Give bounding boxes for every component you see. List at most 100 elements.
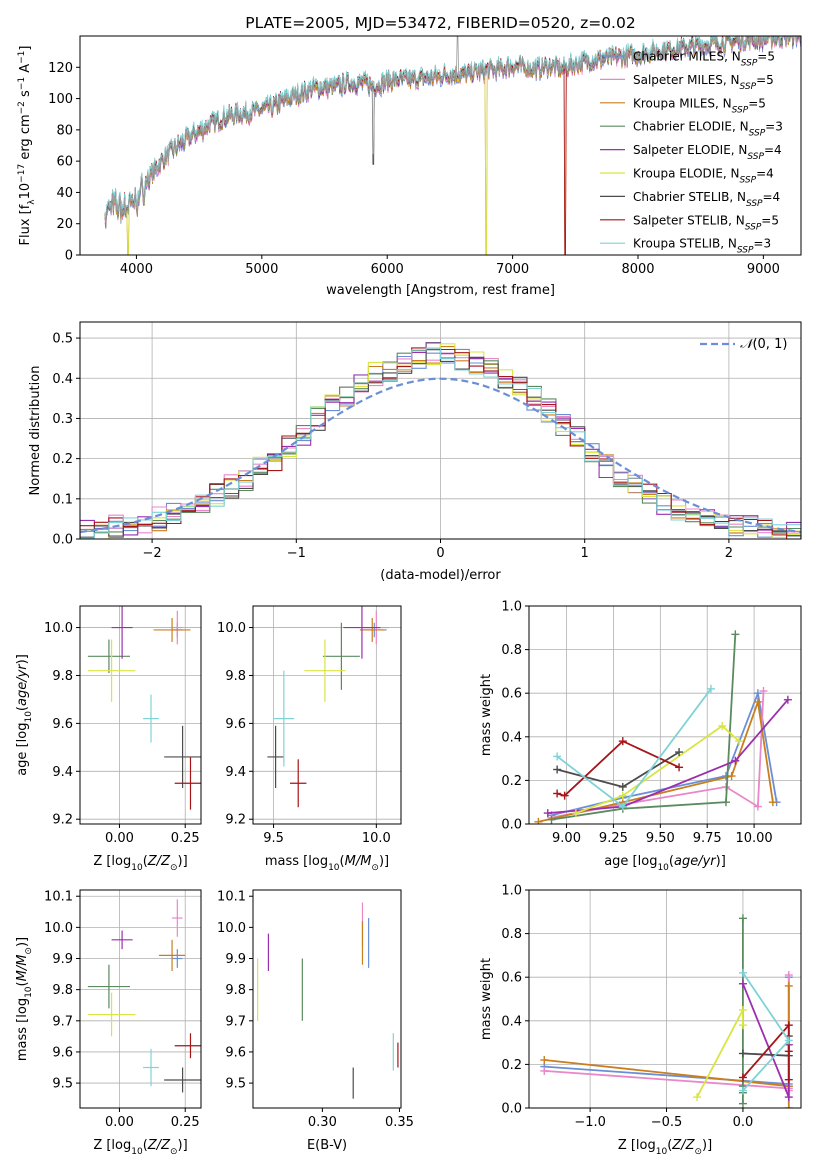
legend-entry: Chabrier MILES, NSSP=5	[633, 50, 775, 69]
y-axis-label: age [log10(age/yr)]	[15, 654, 34, 776]
x-tick-label: 10.00	[735, 831, 772, 846]
legend-entry: Salpeter STELIB, NSSP=5	[633, 213, 779, 232]
y-tick-label: 0.6	[501, 971, 522, 986]
legend: 𝒩(0, 1)	[700, 337, 787, 352]
axes-frame	[79, 889, 202, 1109]
x-tick-label: 0.0	[733, 1115, 754, 1130]
y-axis-label: mass weight	[479, 674, 494, 756]
y-tick-label: 60	[56, 155, 73, 170]
x-tick-label: 10.0	[362, 831, 391, 846]
y-axis-label: mass weight	[479, 958, 494, 1040]
weight-line	[742, 983, 790, 1098]
weight-line	[742, 1022, 790, 1080]
weight-line	[556, 688, 712, 808]
y-tick-label: 120	[48, 61, 73, 76]
y-tick-label: 9.4	[52, 765, 73, 780]
x-tick-label: 0.30	[308, 1115, 337, 1130]
y-tick-label: 10.1	[44, 890, 73, 905]
x-tick-label: 9.5	[263, 831, 284, 846]
x-tick-label: 9000	[747, 262, 780, 277]
x-axis-label: mass [log10(M/M⊙)]	[265, 854, 389, 873]
weight-line	[556, 740, 680, 797]
y-tick-label: 9.6	[225, 717, 246, 732]
x-tick-label: 9.00	[552, 831, 581, 846]
plot-area-spectrum	[104, 36, 801, 255]
y-tick-label: 9.6	[52, 717, 73, 732]
x-tick-label: 5000	[245, 262, 278, 277]
y-tick-label: 10.0	[44, 621, 73, 636]
y-tick-label: 9.9	[225, 952, 246, 967]
axes-frame	[79, 605, 202, 825]
x-tick-label: 0.00	[105, 831, 134, 846]
x-axis-label: Z [log10(Z/Z⊙)]	[93, 854, 187, 873]
x-tick-label: 2	[725, 546, 733, 561]
x-tick-label: 0.25	[171, 1115, 200, 1130]
axes-spectrum: 4000 5000 6000 7000 8000 9000 0 20 40 60 80 100 120 P…	[17, 14, 802, 298]
y-tick-label: 0.2	[501, 774, 522, 789]
y-tick-label: 40	[56, 186, 73, 201]
y-tick-label: 10.0	[217, 621, 246, 636]
y-tick-label: 0.6	[501, 687, 522, 702]
x-tick-label: 0.00	[105, 1115, 134, 1130]
weight-line	[551, 634, 737, 821]
x-axis-label: age [log10(age/yr)]	[604, 854, 726, 873]
x-tick-label: 9.50	[646, 831, 675, 846]
x-tick-label: 7000	[496, 262, 529, 277]
y-tick-label: 9.9	[52, 952, 73, 967]
x-tick-label: −0.5	[651, 1115, 683, 1130]
plot-area-z-age	[80, 606, 201, 824]
y-tick-label: 100	[48, 92, 73, 107]
axes-mass-age: 9.5 10.0 9.2 9.4 9.6 9.8 10.0 mass [log10(M/M⊙)…	[217, 605, 402, 873]
axes-frame	[79, 35, 802, 256]
legend-entry: Kroupa MILES, NSSP=5	[633, 96, 766, 115]
y-tick-label: 0.0	[52, 533, 73, 548]
axes-residuals: −2 −1 0 1 2 0.0 0.1 0.2 0.3 0.4 0.5 (data-model)/er…	[28, 321, 802, 583]
legend-entry: Chabrier STELIB, NSSP=4	[633, 190, 780, 209]
y-tick-label: 0.4	[501, 730, 522, 745]
y-tick-label: 0.8	[501, 643, 522, 658]
spectrum-line	[104, 36, 801, 221]
y-tick-label: 80	[56, 123, 73, 138]
y-tick-label: 0.4	[52, 372, 73, 387]
axes-z-weight: −1.0 −0.5 0.0 0.0 0.2 0.4 0.6 0.8 1.0 Z [log10(Z/…	[479, 884, 802, 1157]
y-tick-label: 9.5	[52, 1077, 73, 1092]
axes-frame	[252, 605, 402, 825]
y-tick-label: 9.2	[52, 813, 73, 828]
x-tick-label: −1.0	[574, 1115, 606, 1130]
histogram-series	[80, 347, 801, 539]
legend: Chabrier MILES, NSSP=5 Salpeter MILES, NS…	[600, 50, 783, 256]
x-axis-label: Z [log10(Z/Z⊙)]	[93, 1138, 187, 1157]
x-tick-label: 9.75	[693, 831, 722, 846]
weight-line	[575, 724, 740, 814]
plot-area-z-mass	[80, 890, 201, 1108]
plot-area-mass-age	[253, 606, 401, 824]
y-tick-label: 1.0	[501, 600, 522, 615]
y-tick-label: 0.8	[501, 927, 522, 942]
y-tick-label: 0.0	[501, 818, 522, 833]
x-axis-label: E(B-V)	[307, 1138, 347, 1153]
axes-z-mass: 0.00 0.25 9.5 9.6 9.7 9.8 9.9 10.0 10.1 Z [log10(…	[15, 889, 202, 1157]
legend-entry: Kroupa STELIB, NSSP=3	[633, 237, 771, 256]
y-tick-label: 0.0	[501, 1102, 522, 1117]
y-tick-label: 9.5	[225, 1077, 246, 1092]
y-tick-label: 9.8	[52, 669, 73, 684]
y-tick-label: 9.8	[225, 669, 246, 684]
y-tick-label: 0.2	[52, 452, 73, 467]
y-tick-label: 9.4	[225, 765, 246, 780]
axes-frame	[252, 889, 402, 1109]
y-tick-label: 1.0	[501, 884, 522, 899]
y-tick-label: 9.8	[225, 983, 246, 998]
y-tick-label: 0.2	[501, 1058, 522, 1073]
y-tick-label: 10.0	[217, 921, 246, 936]
chart-title: PLATE=2005, MJD=53472, FIBERID=0520, z=0…	[245, 14, 635, 32]
spectrum-data-line	[104, 36, 801, 225]
plot-area-residuals	[80, 322, 801, 539]
axes-z-age: 0.00 0.25 9.2 9.4 9.6 9.8 10.0 Z [log10(Z/Z⊙)] a…	[15, 605, 202, 873]
x-tick-label: 6000	[371, 262, 404, 277]
plot-area-age-weight	[529, 606, 801, 824]
y-tick-label: 9.8	[52, 983, 73, 998]
x-tick-label: 4000	[120, 262, 153, 277]
x-axis-label: (data-model)/error	[380, 568, 501, 583]
y-tick-label: 10.0	[44, 921, 73, 936]
